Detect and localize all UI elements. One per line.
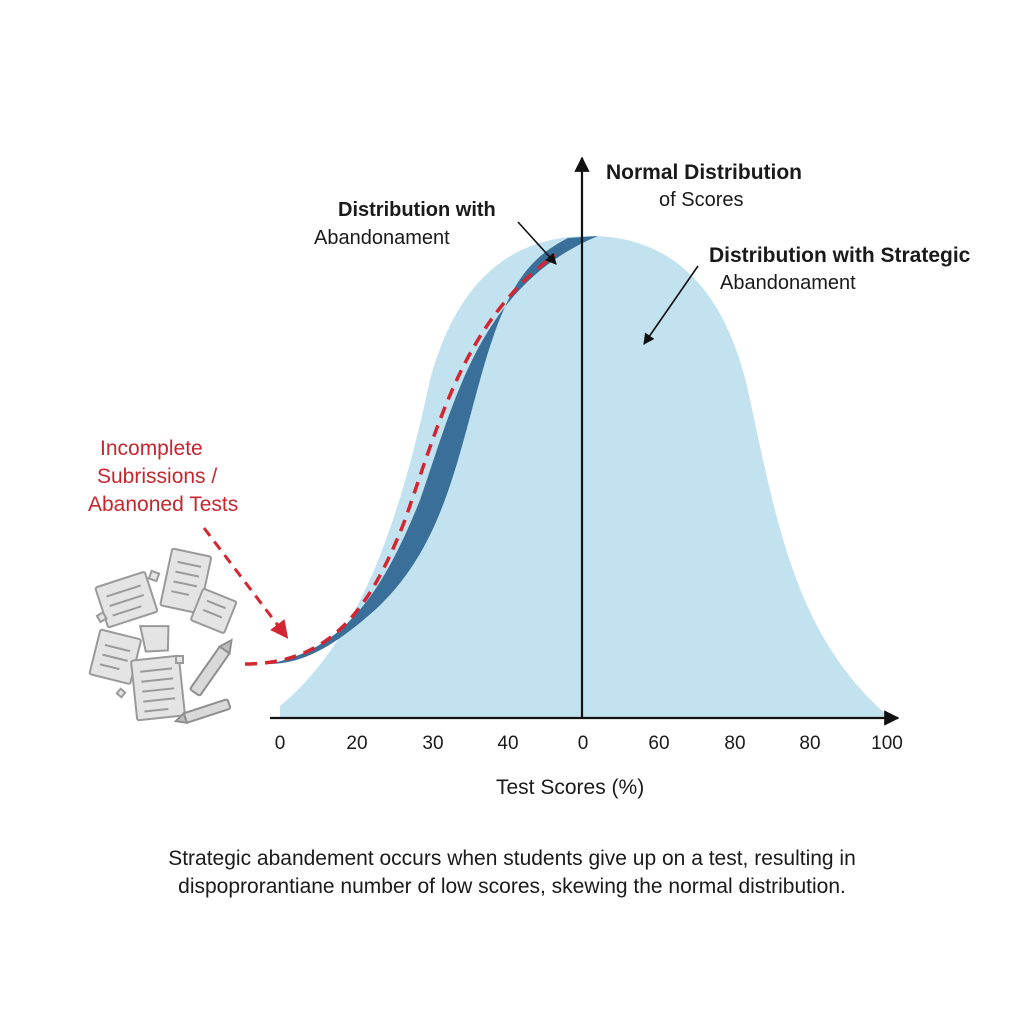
abandonment-subtitle: Abandonament	[314, 227, 450, 249]
caption-line1: Strategic abandement occurs when student…	[168, 847, 856, 870]
tick-label: 20	[346, 733, 368, 754]
tick-label: 0	[274, 733, 286, 754]
tick-label: 40	[497, 733, 519, 754]
incomplete-label-line1: Incomplete	[100, 437, 203, 460]
pencil-icon	[173, 638, 233, 725]
tick-label: 60	[648, 733, 670, 754]
tick-label: 80	[799, 733, 821, 754]
tick-label: 30	[422, 733, 444, 754]
tick-label: 0	[577, 733, 589, 754]
x-axis-label: Test Scores (%)	[496, 776, 645, 799]
incomplete-label-line2: Subrissions /	[97, 465, 218, 488]
normal-distribution-subtitle: of Scores	[659, 189, 744, 211]
normal-distribution-title: Normal Distribution	[606, 161, 803, 184]
tick-label: 100	[871, 733, 903, 754]
abandonment-dashed-line	[244, 253, 557, 666]
abandonment-arrow	[517, 221, 557, 265]
strategic-arrow	[643, 265, 699, 345]
abandonment-title: Distribution with	[338, 199, 496, 221]
normal-distribution-curve	[280, 236, 890, 718]
scattered-papers-icon	[88, 547, 238, 722]
strategic-abandonment-title: Distribution with Strategic	[709, 244, 971, 267]
incomplete-label-line3: Abanoned Tests	[88, 493, 239, 516]
tick-label: 80	[724, 733, 746, 754]
incomplete-arrow	[202, 527, 289, 639]
strategic-abandonment-subtitle: Abandonament	[720, 272, 856, 294]
caption-line2: dispoprorantiane number of low scores, s…	[178, 875, 846, 898]
